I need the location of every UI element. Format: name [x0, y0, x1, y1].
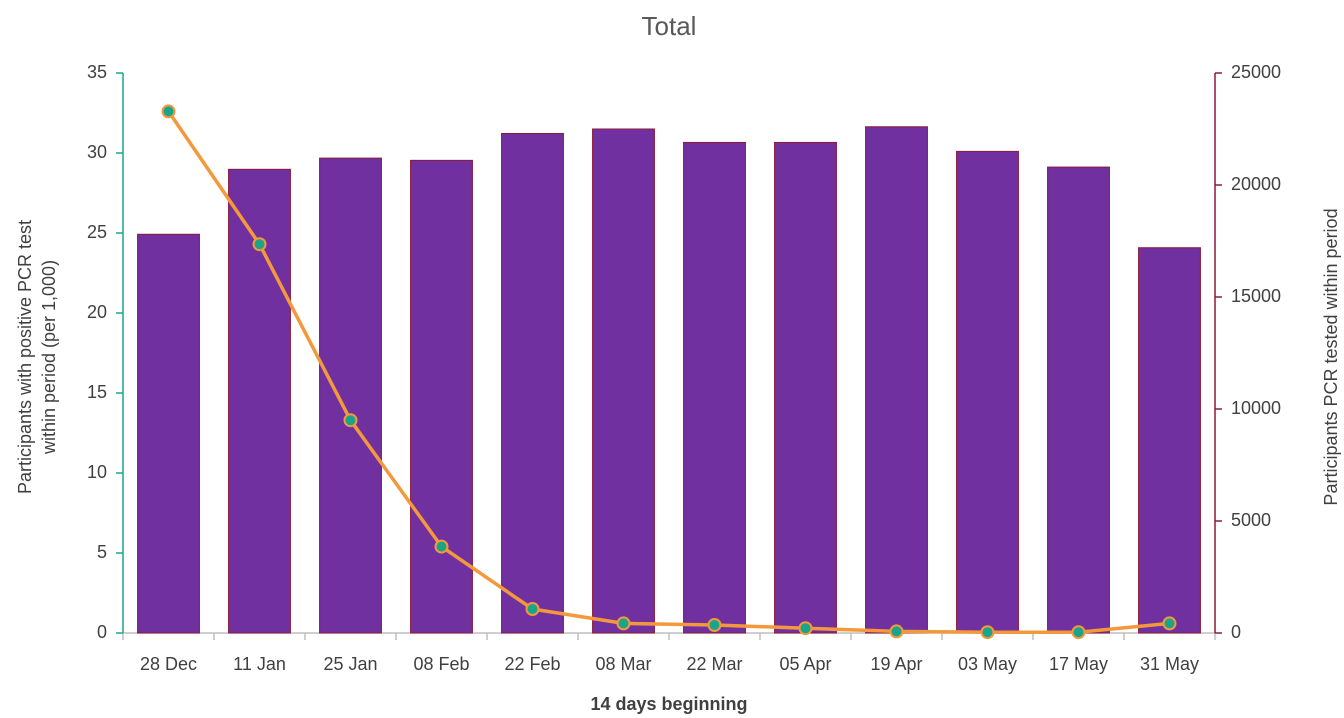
x-tick-label: 22 Mar — [686, 654, 742, 674]
bar — [319, 157, 382, 634]
bar — [410, 159, 473, 634]
x-tick-label: 28 Dec — [140, 654, 197, 674]
bar — [774, 141, 837, 634]
y-axis-title-line: Participants with positive PCR test — [15, 220, 35, 494]
y2-tick-label: 10000 — [1231, 398, 1281, 418]
y-tick-label: 15 — [87, 382, 107, 402]
x-axis-title: 14 days beginning — [590, 694, 747, 714]
y2-tick-label: 5000 — [1231, 510, 1271, 530]
y2-tick-label: 0 — [1231, 622, 1241, 642]
marker — [707, 618, 722, 632]
marker — [1162, 616, 1177, 631]
x-tick-label: 17 May — [1049, 654, 1108, 674]
marker — [798, 621, 813, 636]
bar — [1047, 166, 1110, 634]
x-tick-label: 22 Feb — [504, 654, 560, 674]
x-tick-label: 19 Apr — [870, 654, 922, 674]
x-tick-label: 08 Feb — [413, 654, 469, 674]
x-tick-label: 11 Jan — [233, 654, 286, 674]
bar — [865, 126, 928, 634]
bar — [592, 128, 655, 634]
bar — [956, 150, 1019, 634]
x-tick-label: 31 May — [1140, 654, 1199, 674]
y-tick-label: 10 — [87, 462, 107, 482]
y-tick-label: 25 — [87, 222, 107, 242]
y-axis-title: Participants with positive PCR test with… — [15, 220, 59, 494]
line — [167, 110, 1170, 634]
marker — [525, 602, 540, 616]
y-tick-label: 35 — [87, 62, 107, 82]
marker — [889, 624, 904, 639]
x-tick-label: 05 Apr — [779, 654, 831, 674]
x-tick-label: 03 May — [958, 654, 1017, 674]
marker — [1071, 625, 1086, 640]
marker — [980, 625, 995, 640]
bar — [1138, 247, 1201, 634]
y-tick-label: 20 — [87, 302, 107, 322]
marker — [616, 616, 631, 631]
marker — [434, 539, 449, 554]
y-tick-label: 30 — [87, 142, 107, 162]
bar — [683, 141, 746, 634]
y2-tick-label: 25000 — [1231, 62, 1281, 82]
y-tick-label: 5 — [97, 542, 107, 562]
y2-tick-label: 15000 — [1231, 286, 1281, 306]
marker — [161, 104, 176, 119]
y2-axis-title: Participants PCR tested within period — [1321, 208, 1341, 505]
y-tick-label: 0 — [97, 622, 107, 642]
chart-title: Total — [642, 11, 697, 41]
marker — [252, 237, 267, 252]
bar — [501, 132, 564, 634]
bar — [137, 233, 200, 634]
y-axis-title-line: within period (per 1,000) — [39, 260, 59, 455]
y2-tick-label: 20000 — [1231, 174, 1281, 194]
x-tick-label: 25 Jan — [323, 654, 377, 674]
x-tick-label: 08 Mar — [595, 654, 651, 674]
marker — [343, 413, 358, 428]
